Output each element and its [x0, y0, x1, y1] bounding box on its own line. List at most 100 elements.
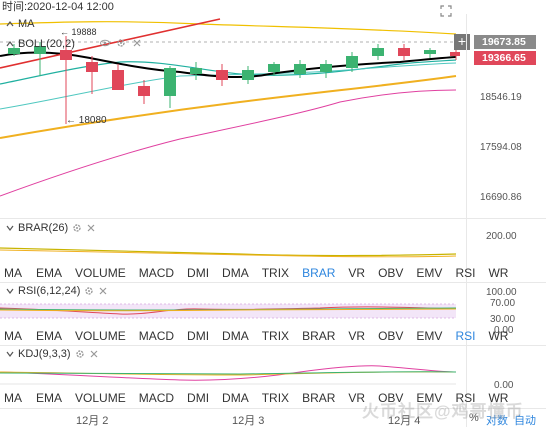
- watermark: 火币社区@鸡哥懂币: [362, 402, 524, 421]
- x-axis-label-1: 12月 2: [76, 415, 109, 427]
- boll-controls: [100, 38, 142, 48]
- time-label: 时间:2020-12-04 12:00: [2, 1, 114, 13]
- chevron-up-icon: [6, 21, 14, 27]
- high-marker: ← 19888: [60, 27, 97, 37]
- tab-macd[interactable]: MACD: [138, 329, 175, 343]
- tab-macd[interactable]: MACD: [138, 391, 175, 405]
- divider: [0, 218, 546, 219]
- tab-wr[interactable]: WR: [488, 266, 509, 280]
- brar-chart: [0, 247, 457, 258]
- ma-teal-line: [0, 59, 457, 85]
- ma-toggle[interactable]: MA: [6, 18, 35, 30]
- indicator-tabs-rsi: MA EMA VOLUME MACD DMI DMA TRIX BRAR VR …: [0, 327, 508, 345]
- tab-emv[interactable]: EMV: [416, 329, 443, 343]
- kdj-k-line: [0, 371, 457, 375]
- tab-volume[interactable]: VOLUME: [75, 329, 126, 343]
- indicator-tabs-kdj: MA EMA VOLUME MACD DMI DMA TRIX BRAR VR …: [0, 389, 508, 407]
- rsi-y-tick-3: 30.00: [490, 314, 516, 325]
- tab-dma[interactable]: DMA: [222, 266, 249, 280]
- y-tick-2: 17594.08: [480, 142, 522, 153]
- close-icon[interactable]: [89, 349, 99, 359]
- tab-trix[interactable]: TRIX: [261, 266, 290, 280]
- tab-emv[interactable]: EMV: [416, 391, 443, 405]
- close-icon[interactable]: [86, 223, 96, 233]
- tab-macd[interactable]: MACD: [138, 266, 175, 280]
- kdj-title: KDJ(9,3,3): [18, 348, 71, 360]
- ma-red-line: [0, 18, 221, 69]
- tab-ma[interactable]: MA: [4, 391, 22, 405]
- chevron-down-icon: [6, 225, 14, 231]
- expand-icon[interactable]: [440, 4, 452, 17]
- settings-gear-icon[interactable]: [75, 349, 85, 359]
- tab-dma[interactable]: DMA: [222, 391, 249, 405]
- tab-volume[interactable]: VOLUME: [75, 391, 126, 405]
- chevron-down-icon: [6, 351, 14, 357]
- rsi-y-tick-1: 100.00: [486, 287, 517, 298]
- auto-scale-toggle[interactable]: 自动: [514, 415, 536, 427]
- tab-obv[interactable]: OBV: [378, 391, 404, 405]
- tab-wr[interactable]: WR: [488, 391, 509, 405]
- rsi12-line: [0, 307, 457, 311]
- tab-ema[interactable]: EMA: [36, 391, 63, 405]
- tab-ma[interactable]: MA: [4, 266, 22, 280]
- tab-ema[interactable]: EMA: [36, 329, 63, 343]
- y-tick-1: 18546.19: [480, 92, 522, 103]
- boll-lower-line: [0, 75, 457, 139]
- kdj-y-tick: 0.00: [494, 380, 514, 391]
- tab-wr[interactable]: WR: [488, 329, 509, 343]
- tab-ma[interactable]: MA: [4, 329, 22, 343]
- divider: [0, 345, 546, 346]
- x-axis-label-3: 12月 4: [388, 415, 421, 427]
- log-scale-toggle[interactable]: 对数: [486, 415, 508, 427]
- rsi6-line: [0, 306, 457, 315]
- tab-rsi[interactable]: RSI: [455, 329, 476, 343]
- kdj-chart: [0, 365, 457, 385]
- tab-rsi[interactable]: RSI: [455, 391, 476, 405]
- boll-toggle[interactable]: BOLL(20,2): [6, 38, 75, 50]
- close-icon[interactable]: [98, 286, 108, 296]
- ma-label: MA: [18, 18, 35, 30]
- rsi-y-tick-4: 0.00: [494, 325, 514, 336]
- candles: [8, 36, 460, 124]
- tab-obv[interactable]: OBV: [378, 266, 404, 280]
- settings-gear-icon[interactable]: [116, 38, 126, 48]
- br-line: [0, 249, 457, 258]
- kdj-toggle[interactable]: KDJ(9,3,3): [6, 348, 99, 360]
- rsi-toggle[interactable]: RSI(6,12,24): [6, 285, 108, 297]
- tab-dmi[interactable]: DMI: [187, 266, 210, 280]
- settings-gear-icon[interactable]: [72, 223, 82, 233]
- low-marker: ← 18080: [66, 115, 107, 126]
- tab-brar[interactable]: BRAR: [302, 266, 336, 280]
- tab-dma[interactable]: DMA: [222, 329, 249, 343]
- rsi-title: RSI(6,12,24): [18, 285, 81, 297]
- eye-icon[interactable]: [100, 38, 110, 48]
- divider: [0, 408, 546, 409]
- tab-trix[interactable]: TRIX: [261, 329, 290, 343]
- tab-dmi[interactable]: DMI: [187, 391, 210, 405]
- tab-brar[interactable]: BRAR: [302, 329, 336, 343]
- tab-emv[interactable]: EMV: [416, 266, 443, 280]
- add-price-line-button[interactable]: +: [454, 34, 470, 50]
- tab-vr[interactable]: VR: [348, 329, 366, 343]
- brar-toggle[interactable]: BRAR(26): [6, 222, 96, 234]
- tab-ema[interactable]: EMA: [36, 266, 63, 280]
- chevron-down-icon: [6, 288, 14, 294]
- tab-dmi[interactable]: DMI: [187, 329, 210, 343]
- tab-vr[interactable]: VR: [348, 266, 366, 280]
- ma-pink-line: [0, 89, 457, 197]
- indicator-tabs-brar: MA EMA VOLUME MACD DMI DMA TRIX BRAR VR …: [0, 264, 508, 282]
- tab-trix[interactable]: TRIX: [261, 391, 290, 405]
- tab-brar[interactable]: BRAR: [302, 391, 336, 405]
- x-axis-label-2: 12月 3: [232, 415, 265, 427]
- chevron-up-icon: [6, 41, 14, 47]
- close-icon[interactable]: [132, 38, 142, 48]
- settings-gear-icon[interactable]: [84, 286, 94, 296]
- divider: [0, 282, 546, 283]
- tab-volume[interactable]: VOLUME: [75, 266, 126, 280]
- tab-rsi[interactable]: RSI: [455, 266, 476, 280]
- tab-vr[interactable]: VR: [348, 391, 366, 405]
- boll-label: BOLL(20,2): [18, 38, 75, 50]
- brar-y-tick: 200.00: [486, 231, 517, 242]
- percent-toggle[interactable]: %: [469, 412, 479, 424]
- tab-obv[interactable]: OBV: [378, 329, 404, 343]
